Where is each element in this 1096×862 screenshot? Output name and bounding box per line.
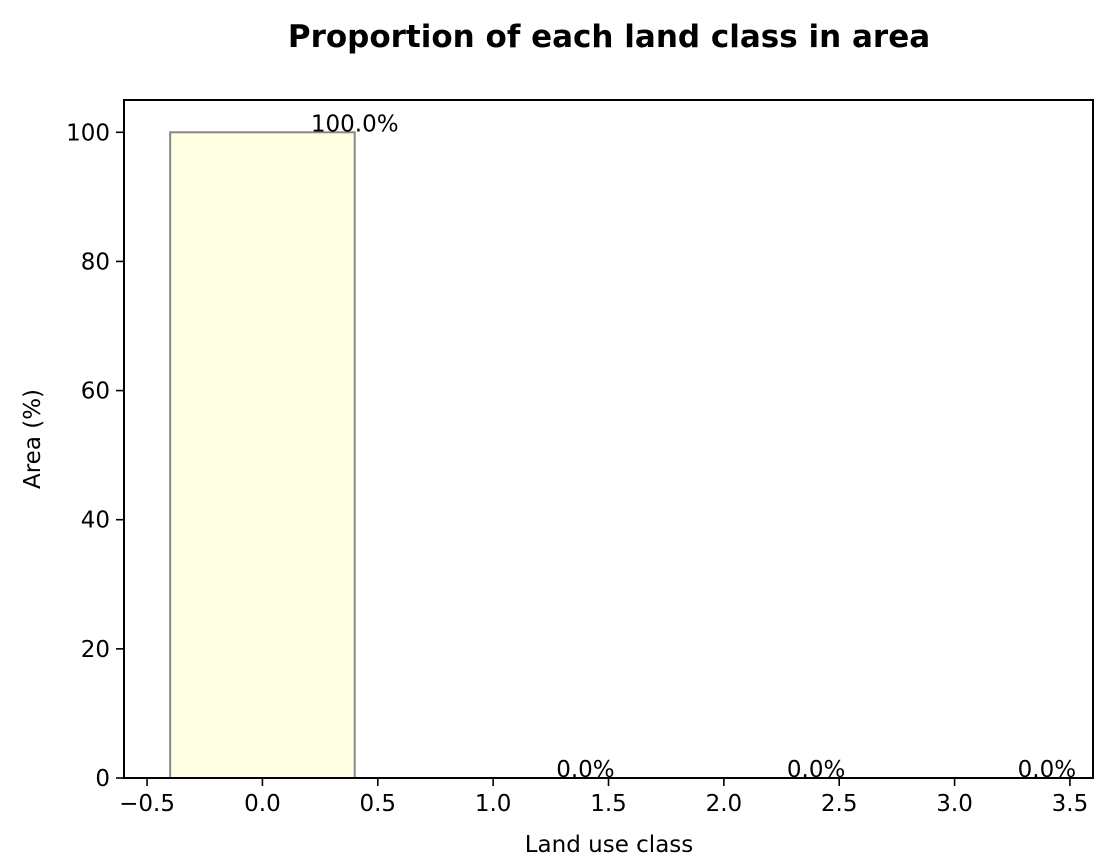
y-tick-label: 0	[95, 766, 110, 792]
bar-class-0	[169, 131, 356, 780]
x-axis-label: Land use class	[525, 832, 694, 858]
x-tick-label: −0.5	[119, 791, 175, 817]
x-tick-label: 0.0	[244, 791, 281, 817]
y-tick-label: 100	[66, 120, 110, 146]
bar-value-label: 100.0%	[311, 111, 399, 137]
x-tick-label: 1.0	[475, 791, 512, 817]
bar-value-label: 0.0%	[556, 757, 614, 783]
bar-value-label: 0.0%	[1018, 757, 1076, 783]
x-tick-label: 2.5	[821, 791, 858, 817]
chart-title: Proportion of each land class in area	[288, 19, 930, 55]
x-tick-label: 3.5	[1052, 791, 1089, 817]
bar-value-label: 0.0%	[787, 757, 845, 783]
y-tick-label: 80	[81, 249, 110, 275]
y-axis-label: Area (%)	[20, 389, 46, 489]
x-tick-label: 0.5	[359, 791, 396, 817]
y-tick-label: 60	[81, 379, 110, 405]
bar-labels-layer: 100.0% 0.0% 0.0% 0.0%	[311, 111, 1076, 783]
x-tick-label: 3.0	[936, 791, 973, 817]
bars-layer	[169, 131, 356, 780]
x-tick-label: 2.0	[706, 791, 743, 817]
y-tick-label: 20	[81, 637, 110, 663]
x-tick-label: 1.5	[590, 791, 627, 817]
ticks-layer: −0.5 0.0 0.5 1.0 1.5 2.0 2.5 3.0 3.5 0 20 40 60 80 100	[66, 120, 1088, 817]
y-tick-label: 40	[81, 508, 110, 534]
